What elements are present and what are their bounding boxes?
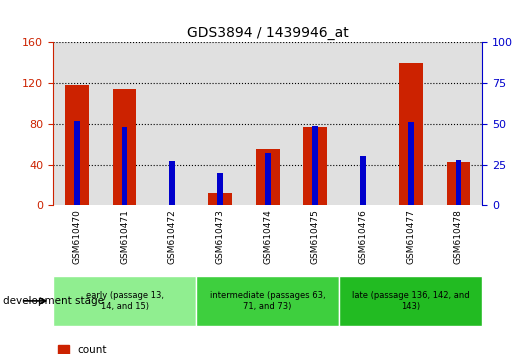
Bar (446, 161, 471, 205)
Bar (217, 173, 223, 205)
Bar (303, 127, 327, 205)
Bar (408, 122, 413, 205)
Text: intermediate (passages 63,
71, and 73): intermediate (passages 63, 71, and 73) (210, 291, 325, 310)
Bar (122, 127, 127, 205)
Bar (196, 276, 339, 326)
Legend: count, percentile rank within the sample: count, percentile rank within the sample (58, 345, 253, 354)
Bar (255, 149, 280, 205)
Bar (53, 276, 196, 326)
Text: GSM610476: GSM610476 (359, 209, 367, 264)
Text: GSM610475: GSM610475 (311, 209, 320, 264)
Text: late (passage 136, 142, and
143): late (passage 136, 142, and 143) (352, 291, 470, 310)
Bar (313, 126, 318, 205)
Bar (74, 121, 80, 205)
Bar (208, 193, 232, 205)
Bar (456, 160, 461, 205)
Bar (265, 153, 270, 205)
Text: development stage: development stage (3, 296, 104, 306)
Text: GSM610471: GSM610471 (120, 209, 129, 264)
Text: GSM610478: GSM610478 (454, 209, 463, 264)
Text: GSM610474: GSM610474 (263, 209, 272, 264)
Text: early (passage 13,
14, and 15): early (passage 13, 14, and 15) (85, 291, 164, 310)
Text: GSM610473: GSM610473 (216, 209, 224, 264)
Text: GSM610472: GSM610472 (168, 209, 176, 264)
Bar (65, 85, 89, 205)
Bar (112, 89, 137, 205)
Bar (339, 276, 482, 326)
Bar (399, 63, 422, 205)
Bar (170, 161, 175, 205)
Title: GDS3894 / 1439946_at: GDS3894 / 1439946_at (187, 26, 349, 40)
Text: GSM610470: GSM610470 (73, 209, 81, 264)
Bar (360, 156, 366, 205)
Text: GSM610477: GSM610477 (407, 209, 415, 264)
